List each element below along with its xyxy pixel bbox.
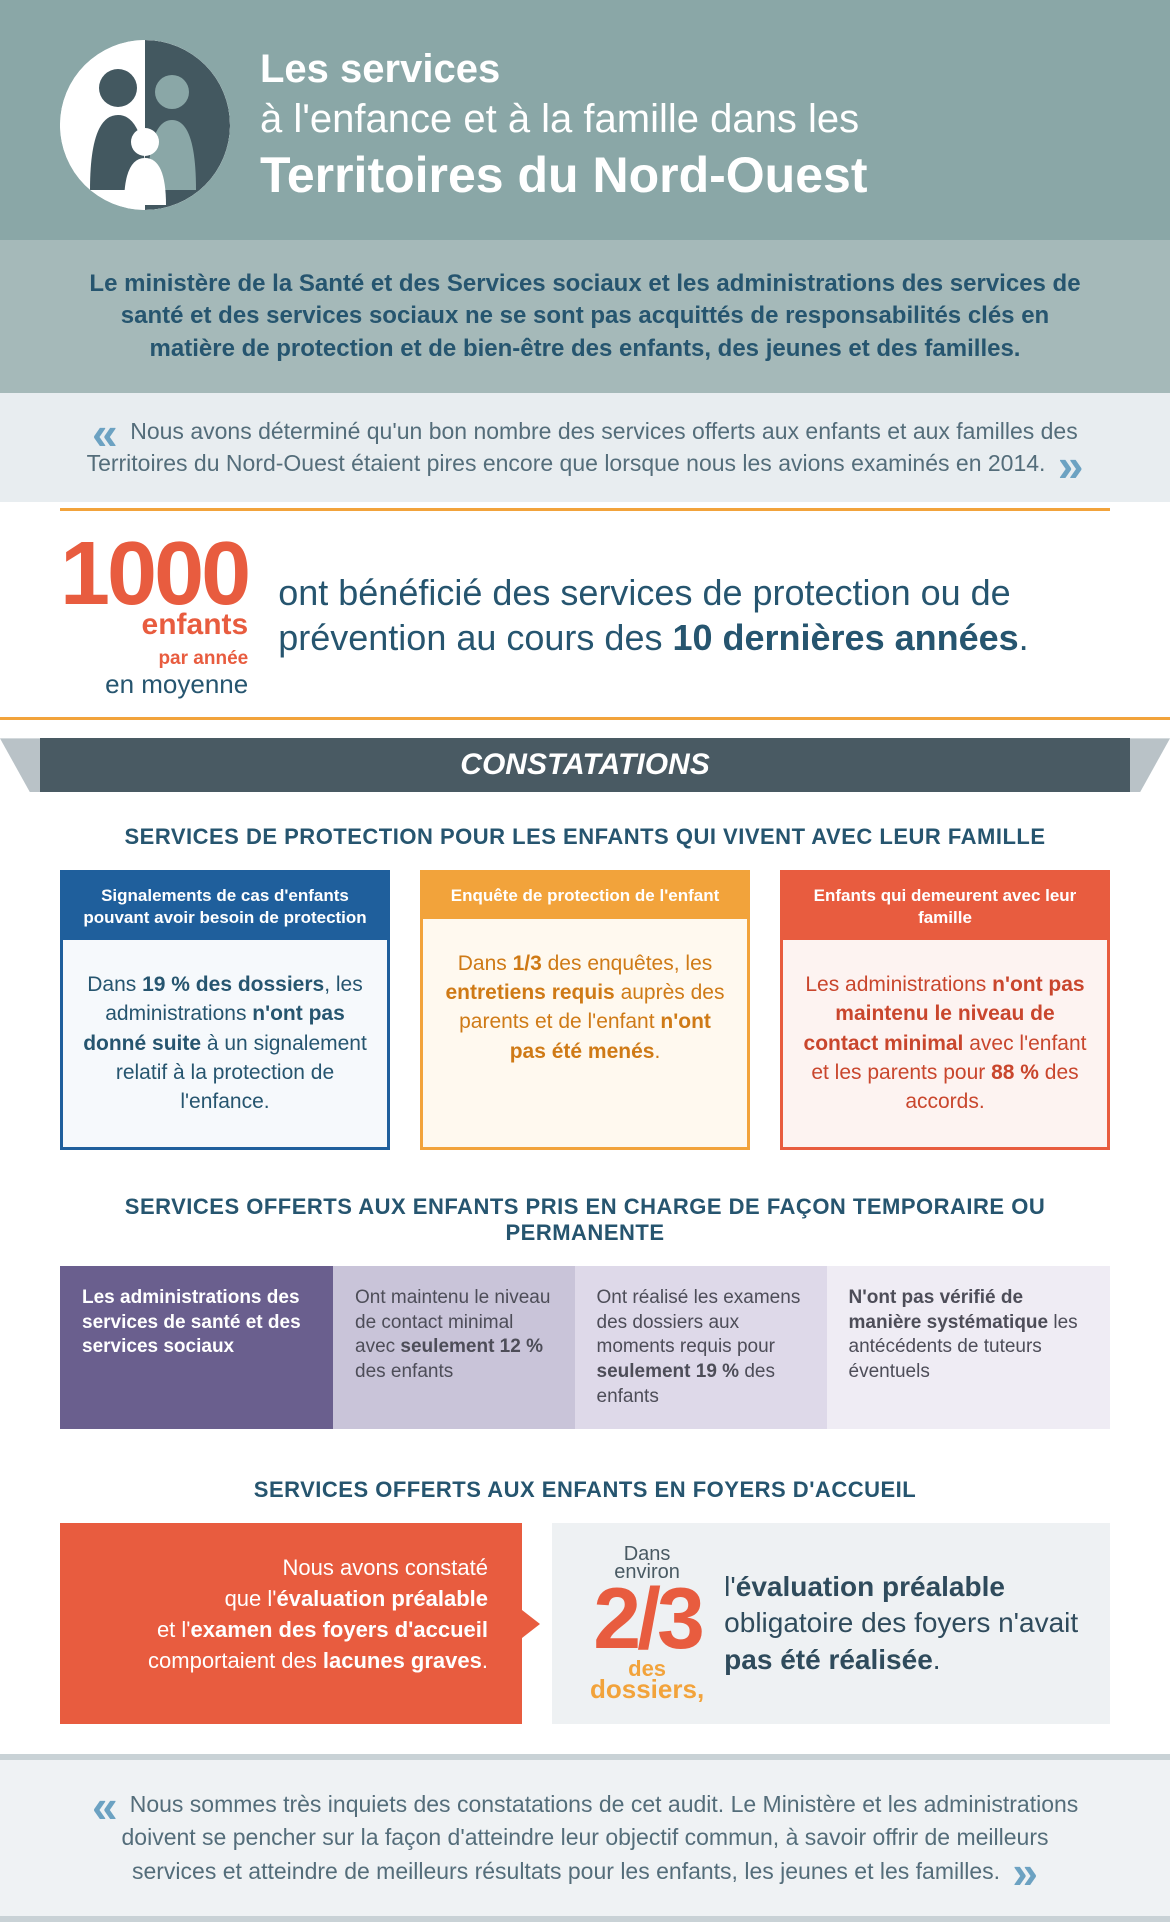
bar4-col2: Ont réalisé les examens des dossiers aux… — [575, 1266, 827, 1429]
bar4-col3: N'ont pas vérifié de manière systématiqu… — [827, 1266, 1111, 1429]
key-stat-number: 1000 enfants par année en moyenne — [60, 536, 248, 696]
family-icon — [60, 40, 230, 210]
card1-head: Signalements de cas d'enfants pouvant av… — [63, 873, 387, 940]
card2-body: Dans 1/3 des enquêtes, les entretiens re… — [423, 919, 747, 1147]
page-title: Les services à l'enfance et à la famille… — [260, 44, 867, 207]
quote-top-text: Nous avons déterminé qu'un bon nombre de… — [87, 418, 1078, 476]
four-column-bar: Les administrations des services de sant… — [60, 1266, 1110, 1429]
title-line3: Territoires du Nord-Ouest — [260, 144, 867, 207]
frac-big: 2/3 — [590, 1581, 704, 1658]
bar4-label: Les administrations des services de sant… — [60, 1266, 333, 1429]
ribbon-wrap: CONSTATATIONS — [0, 720, 1170, 798]
card-enquete: Enquête de protection de l'enfant Dans 1… — [420, 870, 750, 1149]
foyers-fraction: Dans environ 2/3 des dossiers, — [590, 1545, 704, 1702]
card3-body: Les administrations n'ont pas maintenu l… — [783, 940, 1107, 1147]
card3-head: Enfants qui demeurent avec leur famille — [783, 873, 1107, 940]
card-signalements: Signalements de cas d'enfants pouvant av… — [60, 870, 390, 1149]
quote-bottom-wrap: » Nous sommes très inquiets des constata… — [0, 1754, 1170, 1922]
card1-body: Dans 19 % des dossiers, les administrati… — [63, 940, 387, 1147]
quote-top: » Nous avons déterminé qu'un bon nombre … — [0, 393, 1170, 501]
foyers-stat: Dans environ 2/3 des dossiers, l'évaluat… — [552, 1523, 1110, 1724]
section2-title: SERVICES OFFERTS AUX ENFANTS PRIS EN CHA… — [0, 1160, 1170, 1266]
key-stat-text: ont bénéficié des services de protection… — [278, 570, 1110, 660]
stat-par-annee: par année — [60, 651, 248, 667]
stat-right-post: . — [1019, 617, 1029, 658]
stat-right-bold: 10 dernières années — [672, 617, 1018, 658]
card-demeurent: Enfants qui demeurent avec leur famille … — [780, 870, 1110, 1149]
quote-bottom-text: Nous sommes très inquiets des constatati… — [122, 1791, 1079, 1884]
section3-title: SERVICES OFFERTS AUX ENFANTS EN FOYERS D… — [0, 1447, 1170, 1523]
title-line2: à l'enfance et à la famille dans les — [260, 94, 867, 144]
card2-head: Enquête de protection de l'enfant — [423, 873, 747, 918]
frac-dos: dossiers, — [590, 1678, 704, 1701]
quote-bottom: » Nous sommes très inquiets des constata… — [0, 1760, 1170, 1916]
infographic-page: Les services à l'enfance et à la famille… — [0, 0, 1170, 1922]
intro-text: Le ministère de la Santé et des Services… — [0, 240, 1170, 393]
section-ribbon: CONSTATATIONS — [40, 738, 1130, 792]
bar4-col1: Ont maintenu le niveau de contact minima… — [333, 1266, 575, 1429]
foyers-text: l'évaluation préalable obligatoire des f… — [724, 1569, 1080, 1678]
title-line1: Les services — [260, 44, 867, 94]
foyers-row: Nous avons constatéque l'évaluation préa… — [0, 1523, 1170, 1754]
three-cards-row: Signalements de cas d'enfants pouvant av… — [0, 870, 1170, 1159]
header: Les services à l'enfance et à la famille… — [0, 0, 1170, 240]
stat-moyenne: en moyenne — [60, 673, 248, 695]
foyers-callout: Nous avons constatéque l'évaluation préa… — [60, 1523, 522, 1724]
key-stat: 1000 enfants par année en moyenne ont bé… — [0, 508, 1170, 721]
section1-title: SERVICES DE PROTECTION POUR LES ENFANTS … — [0, 798, 1170, 870]
